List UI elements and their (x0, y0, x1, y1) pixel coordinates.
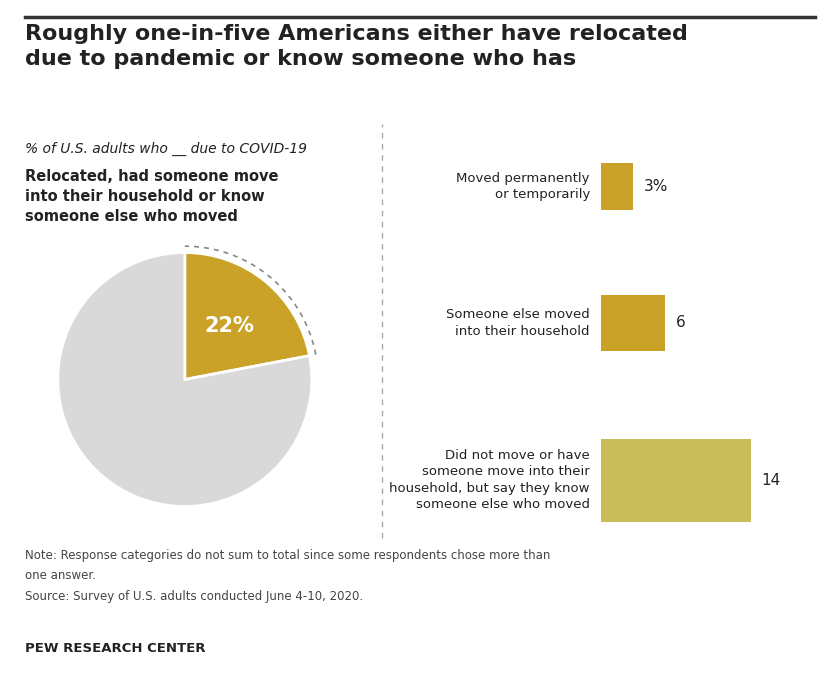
Wedge shape (58, 253, 312, 506)
Bar (601, 439, 751, 522)
Text: Did not move or have
someone move into their
household, but say they know
someon: Did not move or have someone move into t… (390, 449, 590, 511)
Text: Roughly one-in-five Americans either have relocated
due to pandemic or know some: Roughly one-in-five Americans either hav… (25, 24, 688, 69)
Bar (601, 163, 633, 210)
Text: Source: Survey of U.S. adults conducted June 4-10, 2020.: Source: Survey of U.S. adults conducted … (25, 590, 364, 603)
Bar (601, 295, 665, 351)
Text: 3%: 3% (643, 179, 668, 194)
Text: Someone else moved
into their household: Someone else moved into their household (446, 308, 590, 337)
Text: one answer.: one answer. (25, 569, 97, 582)
Text: 22%: 22% (204, 316, 255, 336)
Text: Relocated, had someone move
into their household or know
someone else who moved: Relocated, had someone move into their h… (25, 169, 279, 224)
Wedge shape (185, 253, 309, 380)
Text: Moved permanently
or temporarily: Moved permanently or temporarily (456, 172, 590, 201)
Text: 6: 6 (675, 315, 685, 331)
Text: PEW RESEARCH CENTER: PEW RESEARCH CENTER (25, 642, 206, 655)
Text: % of U.S. adults who __ due to COVID-19: % of U.S. adults who __ due to COVID-19 (25, 141, 307, 155)
Text: Note: Response categories do not sum to total since some respondents chose more : Note: Response categories do not sum to … (25, 549, 550, 562)
Text: 14: 14 (761, 473, 780, 488)
